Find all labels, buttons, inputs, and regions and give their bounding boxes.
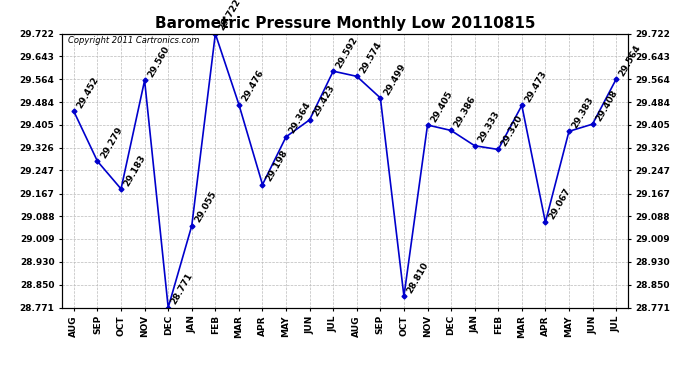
Text: 29.592: 29.592: [335, 35, 359, 70]
Text: 29.473: 29.473: [523, 69, 549, 104]
Text: 29.405: 29.405: [429, 89, 454, 124]
Text: 29.499: 29.499: [382, 62, 407, 96]
Text: 29.564: 29.564: [618, 43, 642, 78]
Text: 29.386: 29.386: [453, 94, 477, 129]
Text: 29.320: 29.320: [500, 114, 524, 148]
Text: 29.722: 29.722: [217, 0, 242, 32]
Text: 29.279: 29.279: [99, 125, 124, 160]
Text: 29.183: 29.183: [122, 153, 148, 188]
Text: 29.452: 29.452: [75, 75, 101, 110]
Text: 29.333: 29.333: [476, 110, 501, 144]
Text: 29.408: 29.408: [594, 88, 619, 123]
Text: 29.383: 29.383: [571, 95, 595, 130]
Text: 28.810: 28.810: [405, 261, 431, 295]
Text: 29.364: 29.364: [288, 101, 313, 135]
Text: Copyright 2011 Cartronics.com: Copyright 2011 Cartronics.com: [68, 36, 199, 45]
Title: Barometric Pressure Monthly Low 20110815: Barometric Pressure Monthly Low 20110815: [155, 16, 535, 31]
Text: 29.476: 29.476: [240, 68, 266, 103]
Text: 28.771: 28.771: [170, 272, 195, 306]
Text: 29.423: 29.423: [311, 84, 336, 118]
Text: 29.067: 29.067: [546, 186, 572, 221]
Text: 29.560: 29.560: [146, 45, 171, 79]
Text: 29.055: 29.055: [193, 190, 218, 224]
Text: 29.198: 29.198: [264, 148, 289, 183]
Text: 29.574: 29.574: [358, 40, 384, 75]
